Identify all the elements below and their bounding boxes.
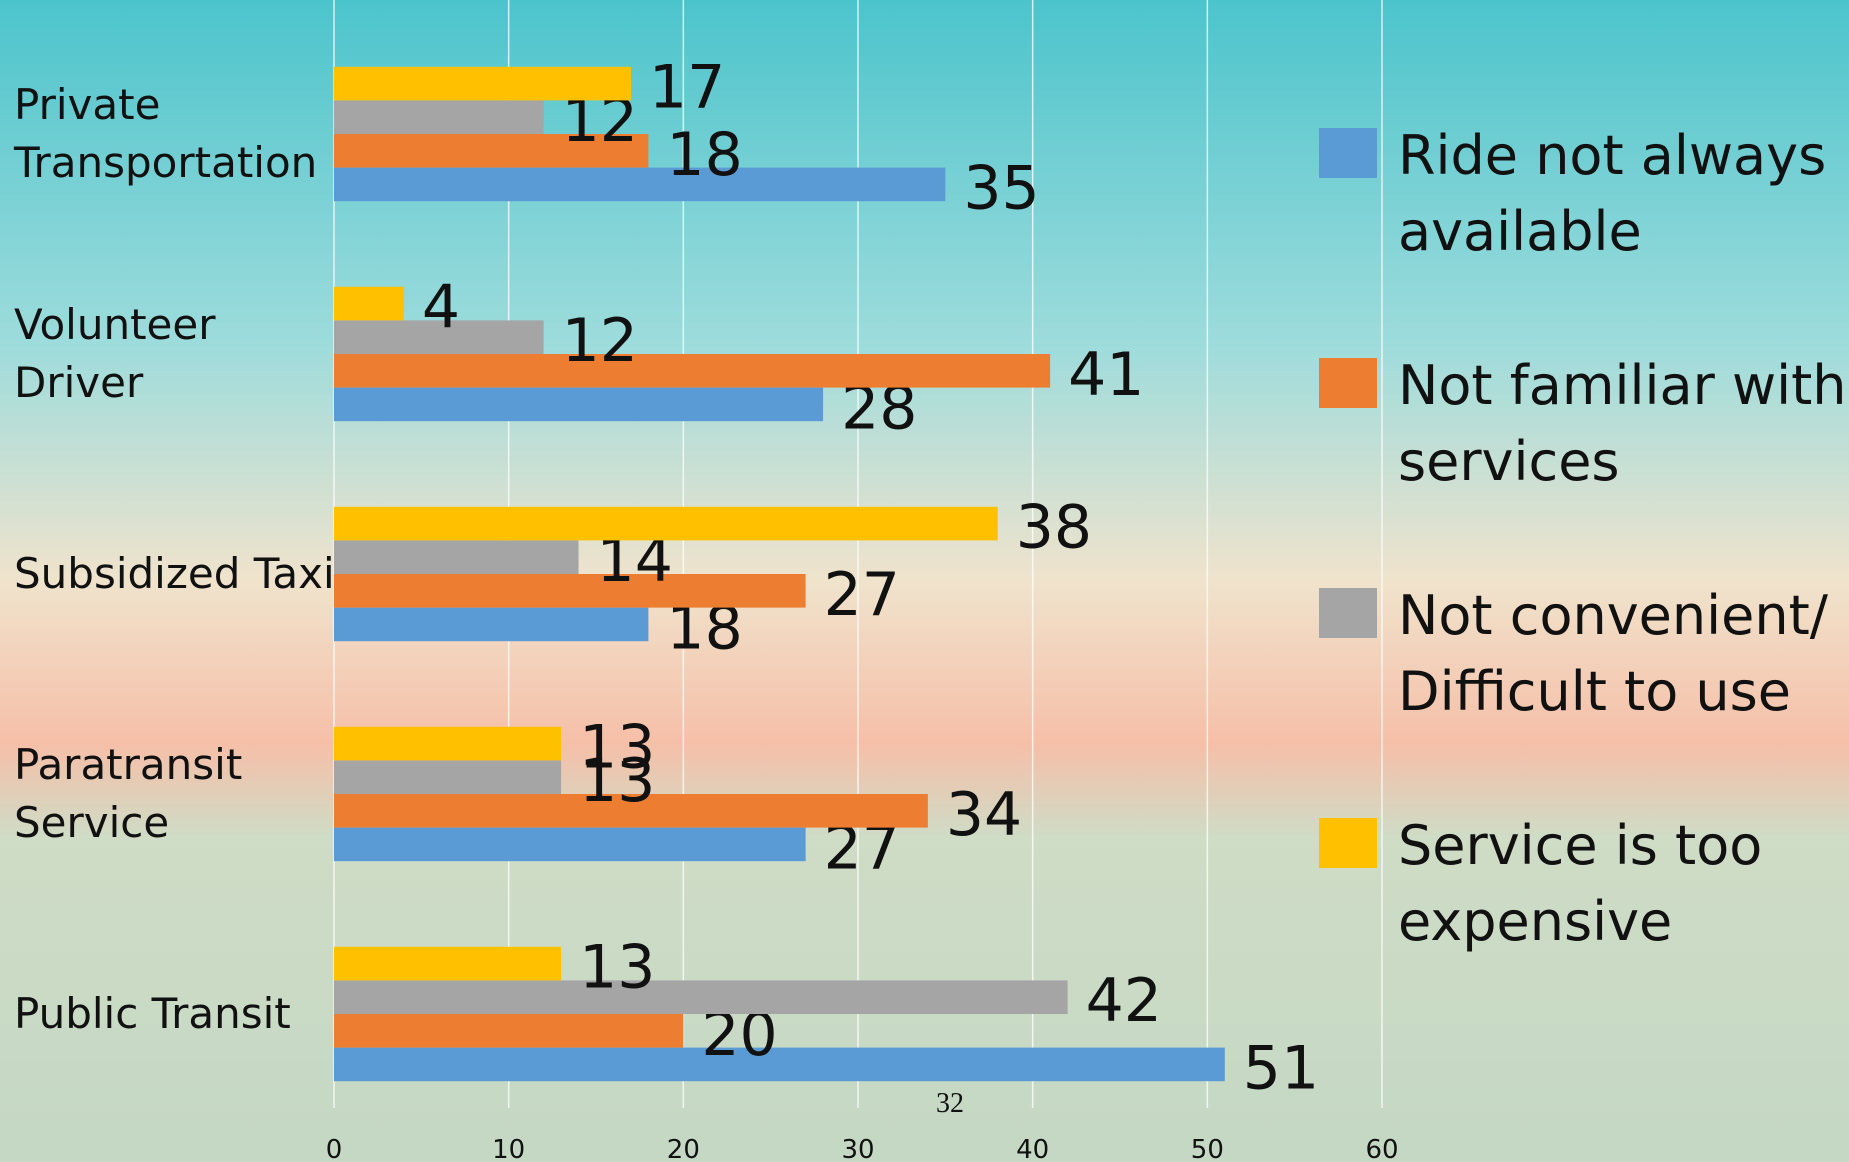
legend-label: Ride not always available: [1398, 124, 1827, 263]
value-label: 41: [1068, 340, 1144, 410]
legend-label: Not familiar with services: [1398, 354, 1847, 493]
x-tick-label: 10: [492, 1135, 525, 1162]
bar: [334, 387, 824, 422]
legend-label: Service is too expensive: [1398, 814, 1763, 953]
category-label: Private Transportation: [14, 80, 318, 187]
value-label: 17: [649, 53, 725, 123]
value-label: 4: [422, 273, 460, 343]
x-tick-label: 0: [326, 1135, 343, 1162]
value-label: 51: [1243, 1033, 1319, 1103]
bar: [334, 1014, 684, 1048]
x-tick-label: 60: [1365, 1135, 1398, 1162]
value-label: 18: [666, 120, 742, 190]
page-number: 32: [936, 1088, 964, 1119]
category-label: Subsidized Taxi: [14, 549, 335, 598]
bar: [334, 726, 562, 761]
bar: [334, 794, 928, 828]
legend-swatch: [1319, 818, 1377, 868]
x-tick-label: 50: [1191, 1135, 1224, 1162]
bar: [334, 134, 649, 168]
bar: [334, 946, 562, 981]
x-tick-label: 40: [1016, 1135, 1049, 1162]
bar: [334, 286, 404, 321]
category-label: Volunteer Driver: [14, 300, 216, 407]
value-label: 12: [562, 306, 638, 376]
bar: [334, 827, 806, 862]
bar: [334, 1047, 1225, 1082]
legend-swatch: [1319, 588, 1377, 638]
legend-label: Not convenient/ Difficult to use: [1398, 584, 1828, 723]
bar: [334, 980, 1068, 1014]
value-label: 13: [579, 746, 655, 816]
bar: [334, 574, 806, 608]
bar: [334, 100, 544, 134]
bar: [334, 354, 1051, 388]
bar: [334, 66, 631, 101]
value-label: 42: [1086, 966, 1162, 1036]
category-label: Paratransit Service: [14, 740, 243, 847]
value-label: 13: [579, 933, 655, 1003]
bar: [334, 506, 998, 541]
category-label: Public Transit: [14, 989, 291, 1038]
bar: [334, 607, 649, 642]
legend-swatch: [1319, 128, 1377, 178]
bar: [334, 760, 562, 794]
value-label: 35: [963, 153, 1039, 223]
legend-swatch: [1319, 358, 1377, 408]
bar: [334, 320, 544, 354]
x-tick-label: 30: [841, 1135, 874, 1162]
bar: [334, 167, 946, 202]
bar: [334, 540, 579, 574]
value-label: 27: [824, 560, 900, 630]
value-label: 38: [1016, 493, 1092, 563]
x-tick-label: 20: [667, 1135, 700, 1162]
value-label: 34: [946, 780, 1022, 850]
value-label: 13: [579, 713, 655, 783]
